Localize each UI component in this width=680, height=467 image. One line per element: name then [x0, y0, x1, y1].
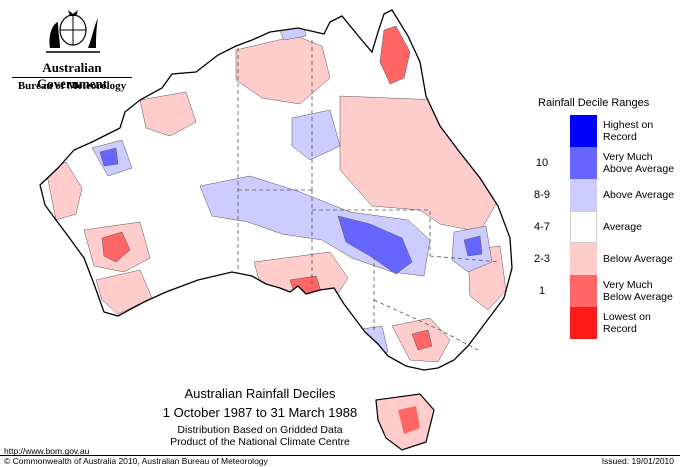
map-subtitle-distribution: Distribution Based on Gridded Data — [177, 424, 343, 436]
copyright-text: © Commonwealth of Australia 2010, Austra… — [4, 456, 268, 466]
coastline — [39, 9, 513, 371]
region-above-sa-gulf — [355, 325, 389, 357]
legend-label: Lowest on Record — [603, 311, 651, 335]
region-very-much-above-kimberley — [99, 147, 119, 167]
legend-code: 1 — [538, 285, 546, 297]
legend-swatch — [570, 243, 597, 275]
legend-swatch — [570, 115, 597, 147]
legend-code: 8-9 — [534, 189, 550, 201]
region-very-much-below-wa-central — [101, 231, 131, 263]
tasmania-very-much-below — [398, 406, 420, 434]
map-title: Australian Rainfall Deciles — [184, 386, 336, 401]
legend-item-average: 4-7 Average — [528, 211, 678, 243]
legend-swatch — [570, 275, 597, 307]
legend-label: Very Much Above Average — [603, 151, 675, 175]
legend-item-lowest: Lowest on Record — [528, 307, 678, 339]
legend-item-above: 8-9 Above Average — [528, 179, 678, 211]
legend-swatch — [570, 307, 597, 339]
region-above-gulf-nt — [291, 109, 341, 161]
legend-label: Above Average — [603, 189, 675, 201]
legend-item-highest: Highest on Record — [528, 115, 678, 147]
legend-swatch — [570, 211, 597, 243]
region-very-much-above-central — [337, 215, 413, 275]
legend-label: Very Much Below Average — [603, 279, 673, 303]
border-qld-nsw — [312, 209, 431, 256]
issued-date: Issued: 19/01/2010 — [601, 456, 674, 466]
legend-label: Average — [603, 221, 642, 233]
tasmania — [375, 393, 435, 451]
legend-title: Rainfall Decile Ranges — [538, 97, 650, 109]
legend-code: 4-7 — [534, 221, 550, 233]
region-very-much-above-nsw — [463, 235, 483, 257]
branding-divider — [12, 77, 132, 78]
region-below-nullarbor — [95, 269, 153, 315]
legend-code: 2-3 — [534, 253, 550, 265]
border-nsw-vic — [373, 299, 479, 351]
region-below-north — [235, 35, 331, 105]
map-subtitle-product: Product of the National Climate Centre — [170, 436, 350, 448]
government-title: Australian Government — [36, 60, 108, 91]
legend-item-very-much-below: 1 Very Much Below Average — [528, 275, 678, 307]
legend-label: Below Average — [603, 253, 673, 265]
coat-of-arms-icon — [46, 10, 100, 53]
legend-item-below: 2-3 Below Average — [528, 243, 678, 275]
legend-label: Highest on Record — [603, 119, 654, 143]
legend-swatch — [570, 147, 597, 179]
state-borders — [237, 40, 501, 351]
region-very-much-below-cape-york — [379, 25, 411, 85]
map-period: 1 October 1987 to 31 March 1988 — [162, 405, 358, 420]
footer-divider — [0, 455, 680, 456]
region-below-kimberley — [139, 91, 197, 137]
region-very-much-below-victoria — [411, 329, 433, 351]
bureau-title: Bureau of Meteorology — [17, 80, 127, 92]
legend-swatch — [570, 179, 597, 211]
border-qld-nsw-east — [429, 255, 501, 263]
legend-item-very-much-above: 10 Very Much Above Average — [528, 147, 678, 179]
legend-code: 10 — [535, 157, 549, 169]
website-link[interactable]: http://www.bom.gov.au — [4, 446, 90, 456]
